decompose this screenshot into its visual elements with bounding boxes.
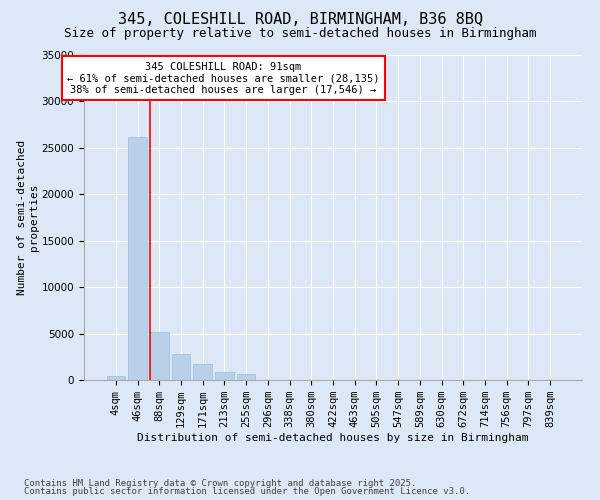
Bar [193,364,212,380]
Text: Contains public sector information licensed under the Open Government Licence v3: Contains public sector information licen… [24,487,470,496]
Bar [107,376,125,380]
Text: 345 COLESHILL ROAD: 91sqm
← 61% of semi-detached houses are smaller (28,135)
38%: 345 COLESHILL ROAD: 91sqm ← 61% of semi-… [67,62,380,94]
Text: Size of property relative to semi-detached houses in Birmingham: Size of property relative to semi-detach… [64,28,536,40]
Bar [128,136,147,380]
Y-axis label: Number of semi-detached
properties: Number of semi-detached properties [17,140,39,295]
Text: Contains HM Land Registry data © Crown copyright and database right 2025.: Contains HM Land Registry data © Crown c… [24,478,416,488]
Bar [215,372,233,380]
Bar [237,374,256,380]
Bar [172,354,190,380]
X-axis label: Distribution of semi-detached houses by size in Birmingham: Distribution of semi-detached houses by … [137,433,529,443]
Bar [150,332,169,380]
Text: 345, COLESHILL ROAD, BIRMINGHAM, B36 8BQ: 345, COLESHILL ROAD, BIRMINGHAM, B36 8BQ [118,12,482,28]
